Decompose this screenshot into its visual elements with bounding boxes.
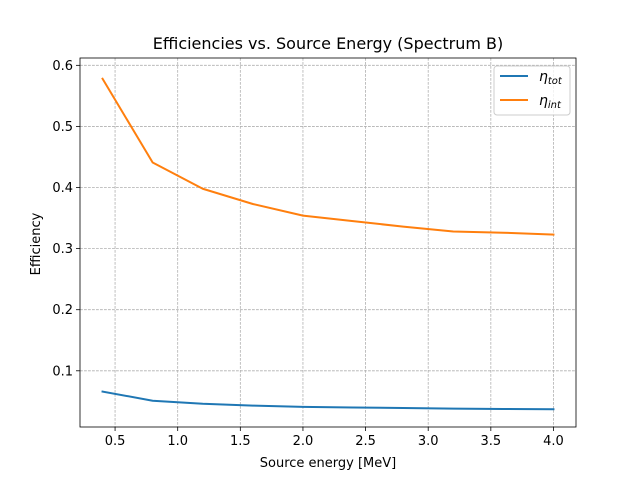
x-tick-label: 0.5 — [105, 434, 126, 449]
x-axis-label: Source energy [MeV] — [260, 456, 396, 471]
legend-label-tot: tot — [548, 76, 563, 87]
y-tick-label: 0.5 — [52, 120, 73, 135]
y-axis-label: Efficiency — [29, 212, 44, 275]
x-tick-label: 1.0 — [167, 434, 188, 449]
x-tick-label: 2.5 — [355, 434, 376, 449]
legend: ηtot ηint — [494, 66, 570, 115]
chart-title: Efficiencies vs. Source Energy (Spectrum… — [153, 34, 504, 53]
legend-label-int: int — [548, 100, 562, 111]
y-tick-label: 0.2 — [52, 303, 73, 318]
y-tick-label: 0.3 — [52, 242, 73, 257]
x-tick-label: 1.5 — [230, 434, 251, 449]
y-tick-label: 0.6 — [52, 59, 73, 74]
x-tick-label: 2.0 — [293, 434, 314, 449]
x-tick-label: 4.0 — [543, 434, 564, 449]
y-tick-label: 0.4 — [52, 181, 73, 196]
y-tick-label: 0.1 — [52, 364, 73, 379]
x-tick-label: 3.0 — [418, 434, 439, 449]
x-tick-label: 3.5 — [480, 434, 501, 449]
